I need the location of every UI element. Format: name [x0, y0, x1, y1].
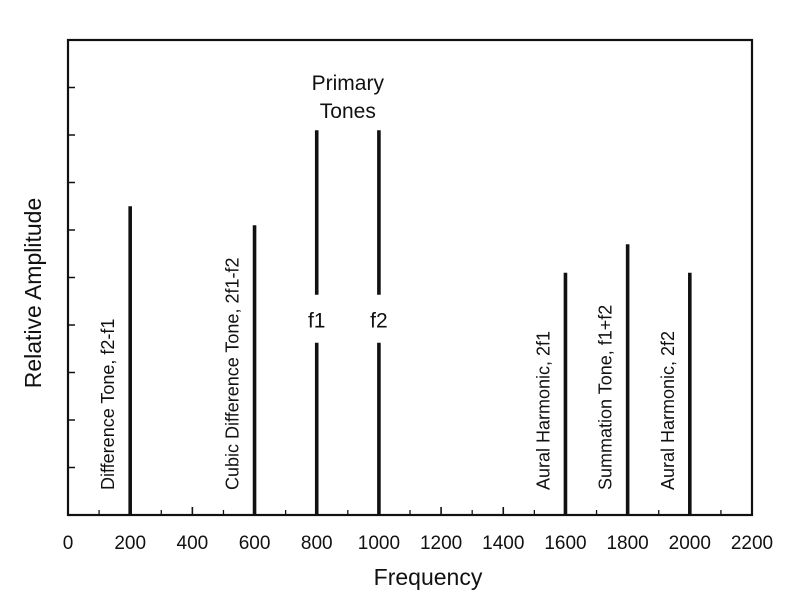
component-inline-label: f1: [308, 310, 326, 333]
component-label: Summation Tone, f1+f2: [596, 305, 616, 490]
x-tick-label: 200: [114, 533, 146, 554]
x-tick-label: 1800: [606, 533, 648, 554]
y-axis-title: Relative Amplitude: [20, 198, 46, 389]
primary-tones-label: Primary Tones: [312, 72, 385, 123]
x-tick-label: 600: [239, 533, 271, 554]
component-label: Cubic Difference Tone, 2f1-f2: [223, 258, 243, 490]
x-tick-label: 800: [301, 533, 333, 554]
x-tick-label: 1200: [420, 533, 462, 554]
primary-tones-label-line: Tones: [320, 100, 376, 123]
x-tick-label: 1600: [544, 533, 586, 554]
x-tick-label: 2200: [731, 533, 773, 554]
component-inline-label: f2: [370, 310, 388, 333]
x-tick-label: 1000: [358, 533, 400, 554]
x-tick-label: 400: [177, 533, 209, 554]
component-label: Aural Harmonic, 2f1: [533, 331, 553, 490]
x-axis-title: Frequency: [374, 564, 483, 590]
component-label: Aural Harmonic, 2f2: [658, 331, 678, 490]
plot-frame: [66, 38, 754, 517]
primary-tones-label-line: Primary: [312, 72, 385, 95]
x-tick-label: 2000: [669, 533, 711, 554]
x-tick-label: 0: [63, 533, 74, 554]
component-label: Difference Tone, f2-f1: [98, 319, 118, 490]
x-tick-label: 1400: [482, 533, 524, 554]
